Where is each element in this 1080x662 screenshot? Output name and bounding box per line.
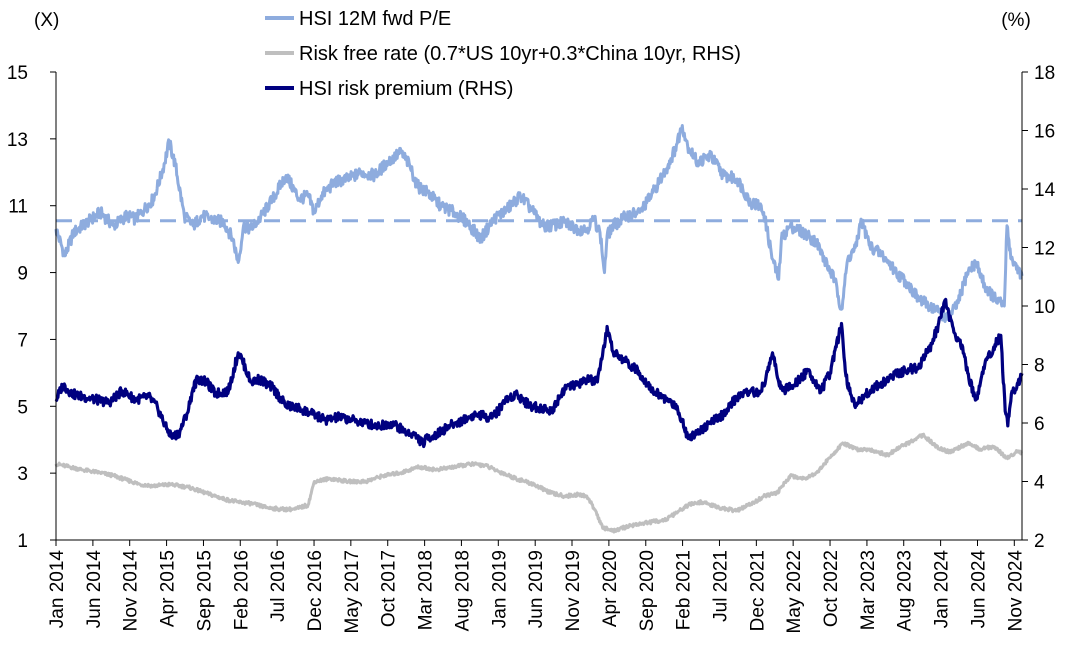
legend-label: Risk free rate (0.7*US 10yr+0.3*China 10…	[299, 43, 741, 65]
x-tick-label: Dec 2021	[747, 550, 768, 631]
x-tick-label: Apr 2020	[600, 550, 621, 627]
right-axis-unit-label: (%)	[1001, 10, 1031, 31]
x-tick-label: Jan 2024	[932, 550, 953, 629]
x-tick-label: Apr 2015	[158, 550, 179, 627]
x-tick-label: Oct 2017	[379, 550, 400, 627]
x-tick-label: Nov 2024	[1005, 550, 1026, 632]
right-tick-label: 8	[1034, 356, 1045, 377]
x-tick-label: Jan 2014	[47, 550, 68, 629]
x-tick-label: Mar 2023	[858, 550, 879, 630]
left-tick-label: 5	[17, 397, 28, 418]
x-tick-label: Jun 2014	[84, 550, 105, 629]
x-tick-label: Sep 2015	[194, 550, 215, 631]
right-tick-label: 4	[1034, 473, 1045, 494]
right-tick-label: 6	[1034, 414, 1045, 435]
x-tick-label: Oct 2022	[821, 550, 842, 627]
right-tick-label: 2	[1034, 531, 1045, 552]
x-tick-label: Mar 2018	[416, 550, 437, 630]
x-tick-label: Aug 2023	[895, 550, 916, 631]
right-tick-label: 10	[1034, 297, 1055, 318]
legend: HSI 12M fwd P/E Risk free rate (0.7*US 10…	[265, 8, 741, 100]
x-tick-label: Sep 2020	[637, 550, 658, 631]
x-tick-label: Jul 2016	[268, 550, 289, 622]
x-tick-label: Nov 2019	[563, 550, 584, 631]
x-tick-label: Feb 2021	[674, 550, 695, 630]
plot-lines	[54, 124, 1024, 534]
x-tick-label: Aug 2018	[452, 550, 473, 631]
legend-label: HSI risk premium (RHS)	[299, 78, 513, 100]
x-tick-label: Jul 2021	[710, 550, 731, 622]
left-tick-label: 1	[17, 531, 28, 552]
left-tick-label: 7	[17, 330, 28, 351]
x-tick-label: Dec 2016	[305, 550, 326, 631]
series-line-hsi-risk-premium	[54, 297, 1024, 449]
left-tick-label: 13	[7, 130, 28, 151]
left-tick-label: 15	[7, 63, 28, 84]
x-tick-label: May 2022	[784, 550, 805, 633]
right-tick-label: 12	[1034, 239, 1055, 260]
x-tick-label: Feb 2016	[231, 550, 252, 630]
left-tick-label: 3	[17, 464, 28, 485]
left-tick-label: 9	[17, 264, 28, 285]
right-tick-label: 16	[1034, 122, 1055, 143]
right-tick-label: 14	[1034, 180, 1056, 201]
left-tick-label: 11	[8, 197, 28, 218]
x-tick-label: Jan 2019	[489, 550, 510, 628]
x-tick-label: Jun 2024	[969, 550, 990, 629]
series-line-risk-free-rate	[54, 432, 1023, 534]
legend-label: HSI 12M fwd P/E	[299, 8, 451, 30]
x-tick-label: Nov 2014	[121, 550, 142, 632]
series-line-hsi-pe	[54, 124, 1024, 323]
x-tick-label: Jun 2019	[526, 550, 547, 628]
right-tick-label: 18	[1034, 63, 1055, 84]
left-axis-unit-label: (X)	[34, 10, 59, 31]
x-tick-label: May 2017	[342, 550, 363, 633]
